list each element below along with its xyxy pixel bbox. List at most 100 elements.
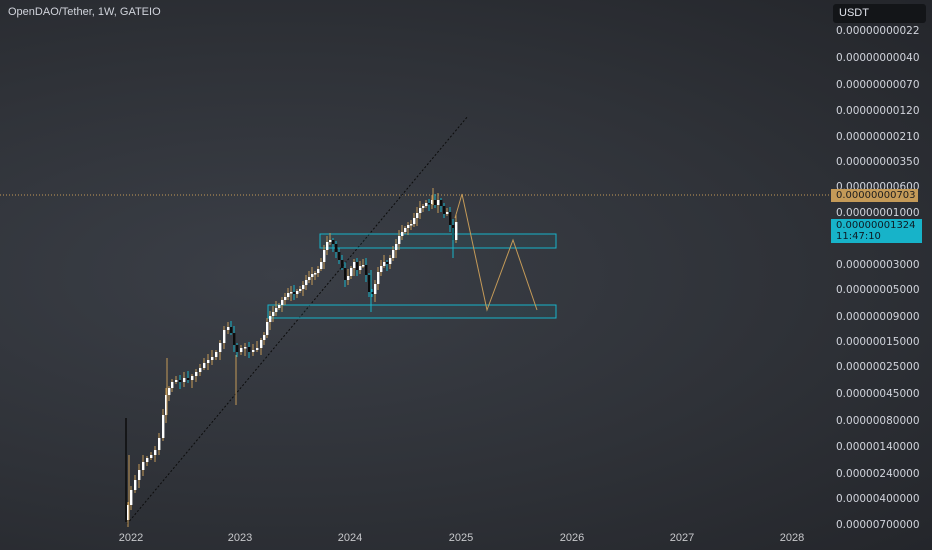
- time-scale-label: 2024: [337, 532, 363, 544]
- candle-body: [347, 276, 350, 280]
- candle-body: [302, 285, 305, 289]
- candle-body: [350, 268, 353, 276]
- price-scale-label: 0.00000000120: [836, 105, 920, 117]
- price-scale-label: 0.00000025000: [836, 361, 920, 373]
- candle-body: [230, 327, 233, 333]
- candle-body: [362, 265, 365, 267]
- candle-body: [440, 200, 443, 206]
- candle-body: [299, 289, 302, 291]
- candle-body: [341, 260, 344, 268]
- candle-body: [410, 224, 413, 226]
- candle-body: [195, 372, 198, 376]
- candlestick-series: [125, 188, 458, 527]
- candle-body: [215, 352, 218, 357]
- chart-title: OpenDAO/Tether, 1W, GATEIO: [8, 6, 161, 18]
- time-scale-label: 2022: [118, 532, 144, 544]
- candle-body: [266, 322, 269, 335]
- candle-body: [134, 480, 137, 490]
- price-scale-label: 0.00000400000: [836, 493, 920, 505]
- candle-body: [256, 348, 259, 350]
- candle-body: [335, 244, 338, 252]
- price-scale-label: 0.00000000070: [836, 79, 920, 91]
- price-scale-label: 0.00000080000: [836, 415, 920, 427]
- candle-body: [359, 266, 362, 270]
- time-scale-label: 2027: [669, 532, 695, 544]
- candle-body: [183, 378, 186, 382]
- price-scale-label: 0.00000000040: [836, 52, 920, 64]
- last-price-value: 0.00000001324: [836, 220, 916, 231]
- candle-body: [146, 458, 149, 462]
- candle-body: [404, 228, 407, 232]
- candle-body: [227, 327, 230, 330]
- candle-body: [191, 376, 194, 380]
- price-scale-label: 0.00000700000: [836, 519, 920, 531]
- candle-body: [293, 292, 296, 294]
- candle-body: [380, 266, 383, 272]
- candle-body: [449, 212, 452, 225]
- candle-body: [179, 380, 182, 382]
- candle-body: [338, 252, 341, 260]
- candle-body: [142, 462, 145, 470]
- candle-body: [389, 258, 392, 264]
- candle-body: [320, 262, 323, 269]
- price-scale-label: 0.00000140000: [836, 441, 920, 453]
- candle-body: [311, 274, 314, 277]
- candle-body: [252, 350, 255, 352]
- candle-body: [407, 225, 410, 228]
- candle-body: [419, 208, 422, 213]
- candle-body: [233, 333, 236, 345]
- candle-body: [392, 250, 395, 258]
- candle-body: [219, 343, 222, 352]
- candle-body: [199, 368, 202, 372]
- time-scale-label: 2028: [779, 532, 805, 544]
- candle-body: [308, 277, 311, 280]
- price-scale-label: 0.00000003000: [836, 259, 920, 271]
- candle-body: [332, 240, 335, 244]
- candle-body: [422, 206, 425, 208]
- resistance-zone[interactable]: [319, 233, 557, 249]
- candle-body: [223, 330, 226, 343]
- candle-body: [329, 240, 332, 242]
- candle-body: [344, 268, 347, 280]
- candle-body: [287, 293, 290, 297]
- candle-body: [374, 284, 377, 294]
- support-zone[interactable]: [267, 304, 557, 319]
- candle-body: [154, 450, 157, 455]
- candle-body: [244, 347, 247, 349]
- trend-line[interactable]: [126, 115, 469, 525]
- price-scale-label: 0.00000045000: [836, 388, 920, 400]
- candle-body: [326, 242, 329, 250]
- candle-body: [425, 203, 428, 206]
- candle-body: [211, 357, 214, 360]
- candle-body: [290, 292, 293, 294]
- candle-body: [127, 505, 130, 520]
- candle-body: [371, 292, 374, 294]
- reference-price-tag: 0.00000000703: [831, 189, 918, 202]
- candle-body: [275, 308, 278, 312]
- candle-body: [353, 262, 356, 268]
- candle-body: [150, 455, 153, 458]
- candle-body: [398, 236, 401, 244]
- candle-body: [168, 388, 171, 395]
- candle-body: [236, 345, 239, 352]
- candle-body: [314, 273, 317, 275]
- candle-body: [377, 272, 380, 284]
- candle-body: [365, 265, 368, 275]
- candle-body: [263, 335, 266, 340]
- last-price-tag: 0.00000001324 11:47:10: [831, 219, 922, 243]
- candle-body: [158, 438, 161, 450]
- price-scale-label: 0.00000000350: [836, 156, 920, 168]
- candle-body: [446, 212, 449, 214]
- currency-button[interactable]: USDT: [833, 4, 926, 23]
- candle-body: [162, 415, 165, 438]
- bar-countdown: 11:47:10: [836, 231, 881, 242]
- candle-body: [356, 262, 359, 270]
- projection-path[interactable]: [454, 193, 538, 312]
- candle-body: [413, 218, 416, 224]
- price-scale-label: 0.00000240000: [836, 468, 920, 480]
- candle-body: [175, 380, 178, 382]
- candle-body: [187, 378, 190, 380]
- candle-body: [248, 347, 251, 352]
- candle-body: [207, 360, 210, 363]
